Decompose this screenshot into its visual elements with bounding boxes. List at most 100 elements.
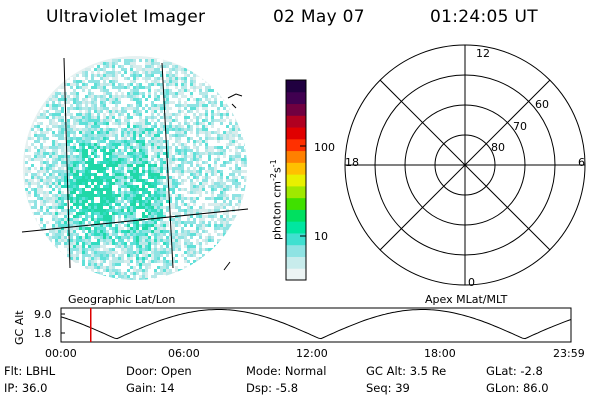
image-pixel bbox=[160, 224, 163, 227]
image-pixel bbox=[157, 227, 160, 230]
image-pixel bbox=[226, 146, 229, 149]
image-pixel bbox=[205, 155, 208, 158]
image-pixel bbox=[64, 152, 67, 155]
image-pixel bbox=[187, 194, 190, 197]
image-pixel bbox=[232, 203, 235, 206]
image-pixel bbox=[220, 137, 223, 140]
image-pixel bbox=[103, 104, 106, 107]
image-pixel bbox=[112, 269, 115, 272]
image-pixel bbox=[190, 224, 193, 227]
image-pixel bbox=[169, 257, 172, 260]
image-pixel bbox=[73, 185, 76, 188]
image-pixel bbox=[205, 83, 208, 86]
image-pixel bbox=[145, 182, 148, 185]
image-pixel bbox=[187, 152, 190, 155]
image-pixel bbox=[88, 107, 91, 110]
image-pixel bbox=[52, 233, 55, 236]
image-pixel bbox=[199, 251, 202, 254]
image-pixel bbox=[172, 230, 175, 233]
image-pixel bbox=[184, 188, 187, 191]
image-pixel bbox=[55, 188, 58, 191]
image-pixel bbox=[85, 218, 88, 221]
image-pixel bbox=[175, 173, 178, 176]
image-pixel bbox=[193, 77, 196, 80]
image-pixel bbox=[139, 245, 142, 248]
image-pixel bbox=[109, 191, 112, 194]
image-pixel bbox=[73, 236, 76, 239]
image-pixel bbox=[199, 230, 202, 233]
image-pixel bbox=[175, 68, 178, 71]
image-pixel bbox=[88, 89, 91, 92]
image-pixel bbox=[190, 104, 193, 107]
image-pixel bbox=[220, 164, 223, 167]
image-pixel bbox=[193, 167, 196, 170]
image-pixel bbox=[232, 128, 235, 131]
image-pixel bbox=[58, 221, 61, 224]
image-pixel bbox=[106, 260, 109, 263]
image-pixel bbox=[94, 263, 97, 266]
image-pixel bbox=[109, 71, 112, 74]
image-pixel bbox=[109, 218, 112, 221]
image-pixel bbox=[199, 77, 202, 80]
image-pixel bbox=[214, 209, 217, 212]
image-pixel bbox=[97, 224, 100, 227]
image-pixel bbox=[76, 107, 79, 110]
image-pixel bbox=[67, 140, 70, 143]
image-pixel bbox=[211, 146, 214, 149]
image-pixel bbox=[160, 101, 163, 104]
image-pixel bbox=[100, 188, 103, 191]
image-pixel bbox=[196, 215, 199, 218]
image-pixel bbox=[142, 200, 145, 203]
image-pixel bbox=[112, 149, 115, 152]
image-pixel bbox=[61, 251, 64, 254]
image-pixel bbox=[142, 62, 145, 65]
image-pixel bbox=[103, 224, 106, 227]
image-pixel bbox=[196, 218, 199, 221]
image-pixel bbox=[226, 155, 229, 158]
image-pixel bbox=[205, 164, 208, 167]
image-pixel bbox=[163, 233, 166, 236]
image-pixel bbox=[193, 185, 196, 188]
image-pixel bbox=[139, 62, 142, 65]
image-pixel bbox=[70, 104, 73, 107]
image-pixel bbox=[52, 125, 55, 128]
image-pixel bbox=[187, 128, 190, 131]
image-pixel bbox=[73, 155, 76, 158]
image-pixel bbox=[142, 158, 145, 161]
image-pixel bbox=[121, 206, 124, 209]
image-pixel bbox=[181, 212, 184, 215]
image-pixel bbox=[202, 80, 205, 83]
image-pixel bbox=[79, 110, 82, 113]
image-pixel bbox=[130, 104, 133, 107]
image-pixel bbox=[145, 92, 148, 95]
image-pixel bbox=[187, 77, 190, 80]
image-pixel bbox=[196, 125, 199, 128]
image-pixel bbox=[148, 269, 151, 272]
image-pixel bbox=[157, 251, 160, 254]
image-pixel bbox=[76, 179, 79, 182]
image-pixel bbox=[166, 131, 169, 134]
image-pixel bbox=[94, 194, 97, 197]
image-pixel bbox=[91, 128, 94, 131]
image-pixel bbox=[76, 245, 79, 248]
image-pixel bbox=[112, 188, 115, 191]
image-pixel bbox=[196, 251, 199, 254]
image-pixel bbox=[52, 119, 55, 122]
colorbar-segment bbox=[286, 138, 306, 152]
image-pixel bbox=[154, 170, 157, 173]
image-pixel bbox=[67, 134, 70, 137]
image-pixel bbox=[94, 200, 97, 203]
image-pixel bbox=[169, 77, 172, 80]
image-pixel bbox=[76, 227, 79, 230]
image-pixel bbox=[169, 194, 172, 197]
image-pixel bbox=[190, 164, 193, 167]
image-pixel bbox=[109, 77, 112, 80]
image-pixel bbox=[193, 188, 196, 191]
image-pixel bbox=[115, 152, 118, 155]
image-pixel bbox=[94, 68, 97, 71]
image-pixel bbox=[211, 152, 214, 155]
image-pixel bbox=[70, 83, 73, 86]
image-pixel bbox=[226, 116, 229, 119]
image-pixel bbox=[151, 143, 154, 146]
image-pixel bbox=[40, 209, 43, 212]
